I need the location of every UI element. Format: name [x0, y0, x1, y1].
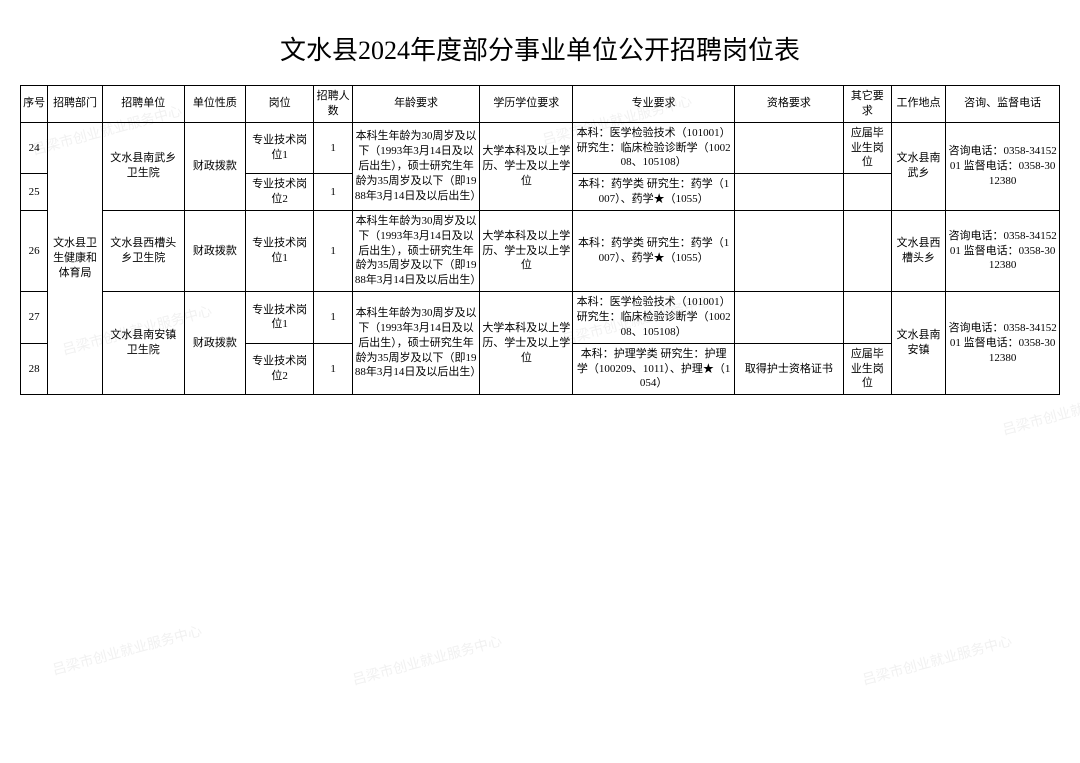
cell-qual: [734, 174, 843, 211]
watermark: 吕梁市创业就业服务中心: [50, 620, 204, 679]
cell-edu: 大学本科及以上学历、学士及以上学位: [480, 122, 573, 210]
cell-qual: [734, 122, 843, 174]
cell-major: 本科：护理学类 研究生：护理学（100209、1011）、护理★（1054）: [573, 343, 734, 395]
cell-num: 1: [314, 292, 353, 344]
th-num: 招聘人数: [314, 86, 353, 123]
cell-other: [843, 210, 891, 291]
cell-major: 本科：药学类 研究生：药学（1007）、药学★（1055）: [573, 174, 734, 211]
cell-edu: 大学本科及以上学历、学士及以上学位: [480, 210, 573, 291]
cell-num: 1: [314, 210, 353, 291]
cell-other: [843, 174, 891, 211]
cell-phone: 咨询电话：0358-3415201 监督电话：0358-3012380: [946, 210, 1060, 291]
cell-num: 1: [314, 343, 353, 395]
th-edu: 学历学位要求: [480, 86, 573, 123]
watermark: 吕梁市创业就业服务中心: [350, 630, 504, 689]
cell-post: 专业技术岗位2: [246, 343, 314, 395]
cell-other: 应届毕业生岗位: [843, 343, 891, 395]
cell-loc: 文水县南武乡: [891, 122, 946, 210]
th-unit: 招聘单位: [102, 86, 184, 123]
cell-num: 1: [314, 122, 353, 174]
cell-qual: [734, 292, 843, 344]
recruitment-table: 序号 招聘部门 招聘单位 单位性质 岗位 招聘人数 年龄要求 学历学位要求 专业…: [20, 85, 1060, 395]
cell-seq: 25: [21, 174, 48, 211]
cell-major: 本科：药学类 研究生：药学（1007）、药学★（1055）: [573, 210, 734, 291]
page-title: 文水县2024年度部分事业单位公开招聘岗位表: [20, 30, 1060, 67]
cell-edu: 大学本科及以上学历、学士及以上学位: [480, 292, 573, 395]
cell-age: 本科生年龄为30周岁及以下（1993年3月14日及以后出生），硕士研究生年龄为3…: [352, 292, 479, 395]
th-post: 岗位: [246, 86, 314, 123]
cell-dept: 文水县卫生健康和体育局: [48, 122, 103, 395]
table-header-row: 序号 招聘部门 招聘单位 单位性质 岗位 招聘人数 年龄要求 学历学位要求 专业…: [21, 86, 1060, 123]
th-major: 专业要求: [573, 86, 734, 123]
cell-other: 应届毕业生岗位: [843, 122, 891, 174]
cell-unit: 文水县南武乡卫生院: [102, 122, 184, 210]
cell-major: 本科：医学检验技术（101001）研究生：临床检验诊断学（100208、1051…: [573, 292, 734, 344]
th-loc: 工作地点: [891, 86, 946, 123]
table-row: 27 文水县南安镇卫生院 财政拨款 专业技术岗位1 1 本科生年龄为30周岁及以…: [21, 292, 1060, 344]
cell-age: 本科生年龄为30周岁及以下（1993年3月14日及以后出生），硕士研究生年龄为3…: [352, 122, 479, 210]
cell-unit: 文水县西槽头乡卫生院: [102, 210, 184, 291]
cell-post: 专业技术岗位2: [246, 174, 314, 211]
th-seq: 序号: [21, 86, 48, 123]
cell-num: 1: [314, 174, 353, 211]
cell-post: 专业技术岗位1: [246, 210, 314, 291]
cell-seq: 26: [21, 210, 48, 291]
watermark: 吕梁市创业就业服务中心: [860, 630, 1014, 689]
th-qual: 资格要求: [734, 86, 843, 123]
cell-seq: 28: [21, 343, 48, 395]
cell-qual: 取得护士资格证书: [734, 343, 843, 395]
cell-loc: 文水县南安镇: [891, 292, 946, 395]
table-row: 24 文水县卫生健康和体育局 文水县南武乡卫生院 财政拨款 专业技术岗位1 1 …: [21, 122, 1060, 174]
cell-nature: 财政拨款: [184, 122, 245, 210]
th-phone: 咨询、监督电话: [946, 86, 1060, 123]
cell-post: 专业技术岗位1: [246, 122, 314, 174]
table-row: 26 文水县西槽头乡卫生院 财政拨款 专业技术岗位1 1 本科生年龄为30周岁及…: [21, 210, 1060, 291]
cell-phone: 咨询电话：0358-3415201 监督电话：0358-3012380: [946, 122, 1060, 210]
cell-major: 本科：医学检验技术（101001）研究生：临床检验诊断学（100208、1051…: [573, 122, 734, 174]
cell-seq: 24: [21, 122, 48, 174]
cell-seq: 27: [21, 292, 48, 344]
cell-post: 专业技术岗位1: [246, 292, 314, 344]
cell-phone: 咨询电话：0358-3415201 监督电话：0358-3012380: [946, 292, 1060, 395]
th-age: 年龄要求: [352, 86, 479, 123]
th-nature: 单位性质: [184, 86, 245, 123]
cell-unit: 文水县南安镇卫生院: [102, 292, 184, 395]
cell-nature: 财政拨款: [184, 292, 245, 395]
th-other: 其它要求: [843, 86, 891, 123]
cell-qual: [734, 210, 843, 291]
th-dept: 招聘部门: [48, 86, 103, 123]
cell-other: [843, 292, 891, 344]
cell-loc: 文水县西槽头乡: [891, 210, 946, 291]
cell-age: 本科生年龄为30周岁及以下（1993年3月14日及以后出生），硕士研究生年龄为3…: [352, 210, 479, 291]
cell-nature: 财政拨款: [184, 210, 245, 291]
